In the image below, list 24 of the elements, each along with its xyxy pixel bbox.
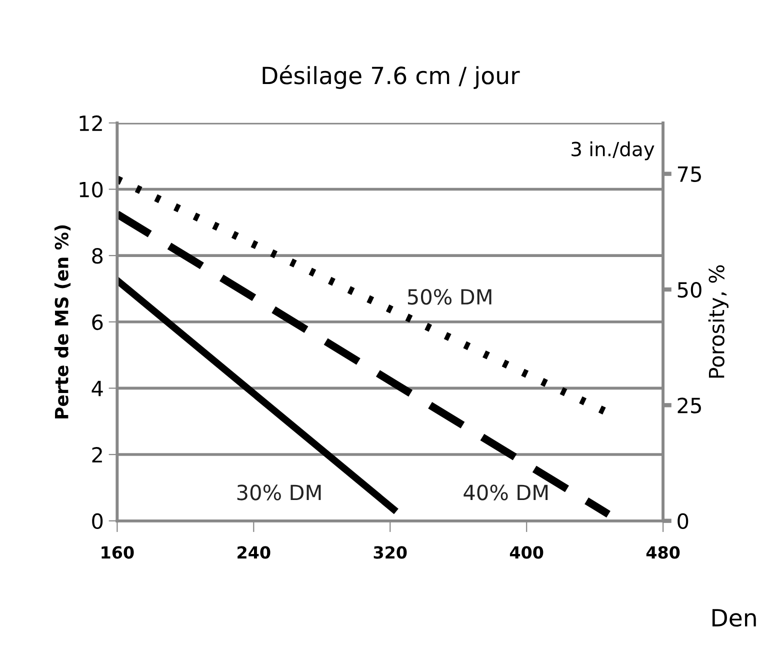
- y-tick-label: 0: [92, 513, 103, 530]
- y-tick-label: 4: [92, 380, 103, 396]
- x-tick-label: 480: [646, 546, 680, 559]
- chart-title: Désilage 7.6 cm / jour: [262, 65, 520, 89]
- series-label: 40% DM: [464, 484, 548, 500]
- x-tick-label: 160: [102, 546, 134, 559]
- y2-tick-label: 75: [678, 166, 701, 182]
- x-axis-title: Den: [712, 609, 756, 627]
- y-tick-label: 10: [80, 182, 103, 198]
- y-tick-label: 2: [92, 446, 102, 462]
- y-tick-label: 6: [92, 314, 103, 330]
- x-tick-label: 240: [238, 546, 270, 559]
- series-label: 50% DM: [408, 288, 492, 305]
- y2-tick-label: 50: [678, 282, 702, 298]
- series-label: 30% DM: [237, 484, 321, 500]
- y-tick-label: 8: [92, 248, 103, 264]
- y2-axis-title: Porosity, %: [708, 265, 728, 378]
- x-tick-label: 320: [374, 546, 407, 559]
- annotation: 3 in./day: [572, 141, 654, 160]
- y-tick-label: 12: [80, 115, 102, 131]
- y-axis-title: Perte de MS (en %): [54, 225, 71, 418]
- x-tick-label: 400: [510, 546, 544, 559]
- y2-tick-label: 0: [678, 513, 688, 530]
- y2-tick-label: 25: [678, 398, 701, 414]
